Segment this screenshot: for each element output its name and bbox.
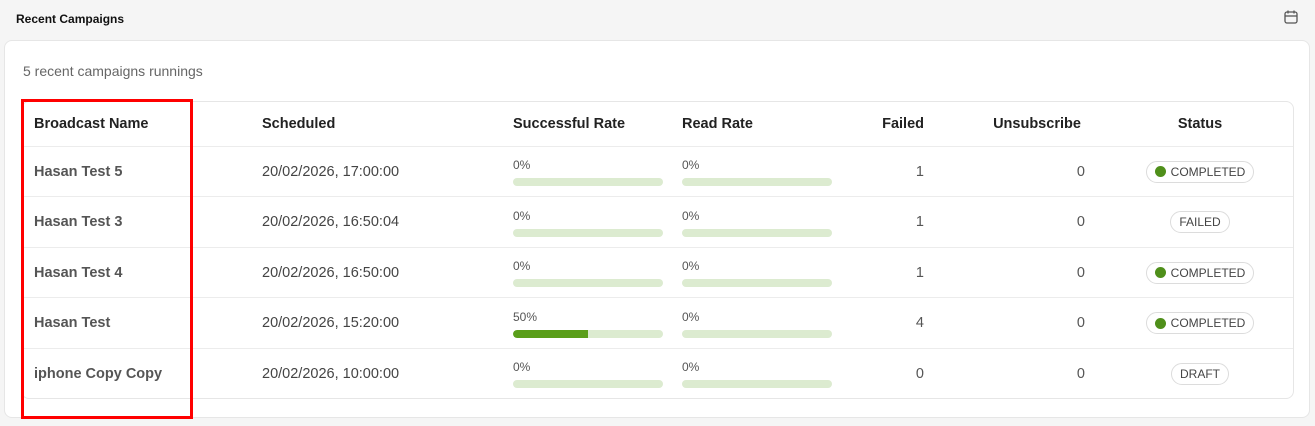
broadcast-name[interactable]: Hasan Test 5 <box>34 163 123 180</box>
read-rate-bar <box>682 279 832 287</box>
status-cell: COMPLETED <box>1130 147 1270 196</box>
scheduled-date: 20/02/2026, 15:20:00 <box>262 315 400 331</box>
successful-rate: 0% <box>513 147 663 196</box>
status-label: COMPLETED <box>1170 316 1246 330</box>
unsubscribe-count: 0 <box>1076 214 1085 230</box>
status-badge: DRAFT <box>1171 363 1229 385</box>
campaigns-table: Broadcast Name Scheduled Successful Rate… <box>21 101 1294 399</box>
read-rate-bar <box>682 329 832 338</box>
col-header-scheduled: Scheduled <box>262 116 336 132</box>
unsubscribe-count: 0 <box>1076 366 1085 382</box>
successful-rate-label: 0% <box>513 208 531 223</box>
col-header-status: Status <box>1177 116 1223 132</box>
failed-count: 0 <box>915 366 924 382</box>
broadcast-name[interactable]: Hasan Test <box>34 315 111 331</box>
failed-count: 1 <box>915 264 924 281</box>
read-rate: 0% <box>682 198 832 247</box>
scheduled-date: 20/02/2026, 16:50:04 <box>262 214 400 230</box>
status-badge: FAILED <box>1170 211 1230 233</box>
status-label: COMPLETED <box>1170 164 1246 179</box>
status-label: FAILED <box>1179 215 1221 229</box>
status-dot-icon <box>1154 317 1166 329</box>
campaigns-card: 5 recent campaigns runnings Broadcast Na… <box>4 40 1310 418</box>
read-rate-label: 0% <box>682 208 700 223</box>
successful-rate: 0% <box>513 248 663 297</box>
table-row[interactable]: Hasan Test 5 20/02/2026, 17:00:00 0% 0% 1 0 CO… <box>22 147 1293 197</box>
successful-rate: 50% <box>513 299 663 348</box>
successful-rate-bar <box>513 380 663 388</box>
status-badge: COMPLETED <box>1145 160 1255 183</box>
read-rate-bar <box>682 178 832 186</box>
read-rate-label: 0% <box>682 360 700 374</box>
read-rate: 0% <box>682 349 832 398</box>
status-cell: COMPLETED <box>1130 248 1270 297</box>
broadcast-name[interactable]: iphone Copy Copy <box>34 366 163 382</box>
read-rate-label: 0% <box>682 158 700 172</box>
table-row[interactable]: Hasan Test 3 20/02/2026, 16:50:04 0% 0% 1 0 FA… <box>22 198 1293 248</box>
successful-rate: 0% <box>513 198 663 247</box>
highlight-box <box>21 99 193 419</box>
col-header-successful-rate: Successful Rate <box>513 116 626 132</box>
status-cell: FAILED <box>1130 198 1270 247</box>
table-row[interactable]: Hasan Test 20/02/2026, 15:20:00 50% 0% 4 0 COM… <box>22 299 1293 349</box>
successful-rate-fill <box>513 329 588 338</box>
successful-rate-bar <box>513 279 663 287</box>
successful-rate-bar <box>513 329 663 338</box>
failed-count: 1 <box>915 163 924 180</box>
table-row[interactable]: Hasan Test 4 20/02/2026, 16:50:00 0% 0% 1 0 CO… <box>22 248 1293 298</box>
status-label: DRAFT <box>1180 367 1220 381</box>
successful-rate-label: 0% <box>513 158 531 172</box>
table-row[interactable]: iphone Copy Copy 20/02/2026, 10:00:00 0% 0%… <box>22 349 1293 398</box>
scheduled-date: 20/02/2026, 17:00:00 <box>262 163 400 180</box>
read-rate-label: 0% <box>682 259 700 273</box>
calendar-icon[interactable] <box>1283 9 1299 25</box>
widget-title: Recent Campaigns <box>16 12 125 26</box>
status-dot-icon <box>1154 166 1166 177</box>
failed-count: 1 <box>915 214 924 230</box>
status-cell: COMPLETED <box>1130 299 1270 348</box>
status-badge: COMPLETED <box>1145 261 1255 284</box>
col-header-broadcast-name: Broadcast Name <box>34 116 149 132</box>
status-badge: COMPLETED <box>1145 312 1255 334</box>
broadcast-name[interactable]: Hasan Test 3 <box>34 214 123 230</box>
col-header-failed: Failed <box>882 116 924 132</box>
read-rate: 0% <box>682 147 832 196</box>
read-rate-bar <box>682 228 832 237</box>
campaigns-count-text: 5 recent campaigns runnings <box>23 63 203 79</box>
failed-count: 4 <box>915 315 924 331</box>
read-rate-bar <box>682 380 832 388</box>
unsubscribe-count: 0 <box>1076 264 1085 281</box>
broadcast-name[interactable]: Hasan Test 4 <box>34 264 123 281</box>
scheduled-date: 20/02/2026, 16:50:00 <box>262 264 400 281</box>
successful-rate-label: 0% <box>513 360 531 374</box>
successful-rate-label: 0% <box>513 259 531 273</box>
status-cell: DRAFT <box>1130 349 1270 398</box>
unsubscribe-count: 0 <box>1076 163 1085 180</box>
successful-rate-bar <box>513 178 663 186</box>
successful-rate-label: 50% <box>513 309 538 324</box>
read-rate: 0% <box>682 248 832 297</box>
widget-header: Recent Campaigns <box>0 0 1315 40</box>
successful-rate-bar <box>513 228 663 237</box>
col-header-unsubscribe: Unsubscribe <box>993 116 1081 132</box>
read-rate: 0% <box>682 299 832 348</box>
scheduled-date: 20/02/2026, 10:00:00 <box>262 366 400 382</box>
successful-rate: 0% <box>513 349 663 398</box>
col-header-read-rate: Read Rate <box>682 116 753 132</box>
unsubscribe-count: 0 <box>1076 315 1085 331</box>
status-dot-icon <box>1154 267 1166 278</box>
status-label: COMPLETED <box>1170 265 1246 280</box>
table-header-row: Broadcast Name Scheduled Successful Rate… <box>22 102 1293 147</box>
read-rate-label: 0% <box>682 309 700 324</box>
